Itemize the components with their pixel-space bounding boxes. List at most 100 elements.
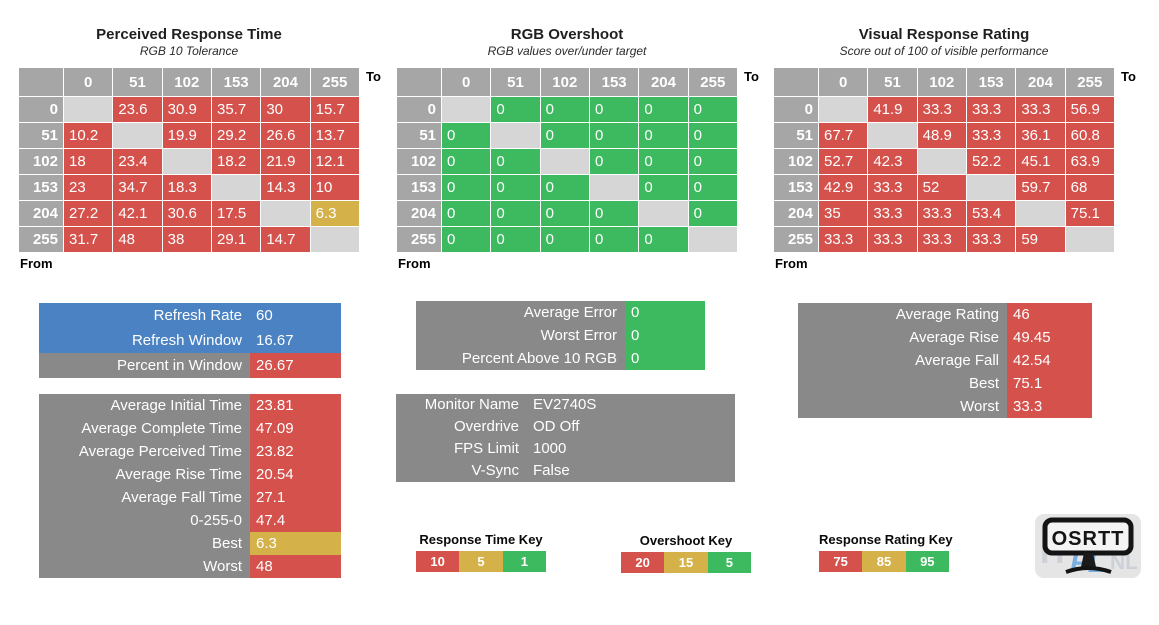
to-level-header: 255 <box>1065 68 1114 96</box>
stat-row: Average Complete Time 47.09 <box>39 417 341 440</box>
matrix-value-cell: 13.7 <box>310 123 359 148</box>
stat-value: 0 <box>625 324 705 347</box>
stat-value: 60 <box>250 303 341 328</box>
stat-label: Percent Above 10 RGB <box>416 347 625 370</box>
overshoot-key: Overshoot Key 20 15 5 <box>621 533 751 573</box>
matrix-diagonal-cell <box>442 97 491 122</box>
stat-label: Monitor Name <box>396 394 527 416</box>
stat-row: FPS Limit 1000 <box>396 438 735 460</box>
stat-row: Average Fall Time 27.1 <box>39 486 341 509</box>
matrix-value-cell: 0 <box>688 123 737 148</box>
matrix-value-cell: 35 <box>819 201 868 226</box>
stat-row: Monitor Name EV2740S <box>396 394 735 416</box>
stat-value: 48 <box>250 555 341 578</box>
key-segment: 5 <box>707 552 751 573</box>
key-segment: 5 <box>459 551 503 572</box>
from-axis-label: From <box>398 256 431 271</box>
stat-row: Percent Above 10 RGB 0 <box>416 347 705 370</box>
matrix-value-cell: 0 <box>589 227 639 252</box>
stat-label: Average Rise <box>798 326 1007 349</box>
key-title: Response Time Key <box>419 532 543 547</box>
matrix-value-cell: 10.2 <box>64 123 113 148</box>
from-level-header: 51 <box>397 123 441 148</box>
to-level-header: 204 <box>1016 68 1065 96</box>
to-level-header: 0 <box>819 68 868 96</box>
osrtt-logo-graphic: H FL NL OSRTT <box>1035 514 1141 579</box>
matrix-table-row: 0 51 102 153 204 255 0 0 0 0 0 0 51 0 0 0 0 0 102 0 0 0 0 0 153 0… <box>396 67 776 253</box>
matrix-value-cell: 0 <box>491 227 540 252</box>
stat-value: 1000 <box>527 438 735 460</box>
stat-label: Refresh Window <box>39 328 250 353</box>
stat-row: Average Rise 49.45 <box>798 326 1092 349</box>
matrix-value-cell: 12.1 <box>310 149 359 174</box>
matrix-corner-cell <box>19 68 63 96</box>
matrix-value-cell: 53.4 <box>966 201 1016 226</box>
stat-value: OD Off <box>527 416 735 438</box>
stat-value: 20.54 <box>250 463 341 486</box>
perceived-response-time-table: 0 51 102 153 204 255 0 23.6 30.9 35.7 30 15.7 51 10.2… <box>18 67 360 253</box>
stat-label: Worst <box>39 555 250 578</box>
key-segment: 85 <box>862 551 906 572</box>
stat-label: Average Fall <box>798 349 1007 372</box>
matrix-value-cell: 34.7 <box>113 175 162 200</box>
stat-label: Worst Error <box>416 324 625 347</box>
matrix-value-cell: 29.2 <box>211 123 261 148</box>
matrix-value-cell: 26.6 <box>261 123 310 148</box>
matrix-diagonal-cell <box>64 97 113 122</box>
to-level-header: 255 <box>310 68 359 96</box>
to-level-header: 153 <box>966 68 1016 96</box>
matrix-value-cell: 23.4 <box>113 149 162 174</box>
stat-row: Refresh Rate 60 <box>39 303 341 328</box>
matrix-title: RGB Overshoot <box>510 26 624 43</box>
stat-value: 0 <box>625 301 705 324</box>
matrix-value-cell: 36.1 <box>1016 123 1065 148</box>
stat-value: EV2740S <box>527 394 735 416</box>
matrix-value-cell: 59 <box>1016 227 1065 252</box>
matrix-diagonal-cell <box>1065 227 1114 252</box>
matrix-value-cell: 33.3 <box>966 227 1016 252</box>
matrix-value-cell: 6.3 <box>310 201 359 226</box>
matrix-value-cell: 42.1 <box>113 201 162 226</box>
matrix-diagonal-cell <box>261 201 310 226</box>
stat-row: Worst 48 <box>39 555 341 578</box>
matrix-title: Perceived Response Time <box>96 26 282 43</box>
stat-label: Refresh Rate <box>39 303 250 328</box>
from-level-header: 204 <box>19 201 63 226</box>
matrix-value-cell: 27.2 <box>64 201 113 226</box>
matrix-diagonal-cell <box>540 149 589 174</box>
key-segment: 95 <box>905 551 949 572</box>
to-axis-label: To <box>1121 69 1136 84</box>
key-segment: 15 <box>664 552 708 573</box>
stat-label: Average Rating <box>798 303 1007 326</box>
matrix-value-cell: 21.9 <box>261 149 310 174</box>
stat-label: FPS Limit <box>396 438 527 460</box>
from-level-header: 153 <box>19 175 63 200</box>
matrix-value-cell: 17.5 <box>211 201 261 226</box>
matrix-diagonal-cell <box>589 175 639 200</box>
matrix-value-cell: 0 <box>540 175 589 200</box>
matrix-value-cell: 19.9 <box>162 123 211 148</box>
matrix-value-cell: 33.3 <box>1016 97 1065 122</box>
stat-row: Average Perceived Time 23.82 <box>39 440 341 463</box>
matrix-value-cell: 14.3 <box>261 175 310 200</box>
matrix-value-cell: 30.9 <box>162 97 211 122</box>
monitor-base-icon <box>1065 566 1112 574</box>
matrix-value-cell: 0 <box>639 123 688 148</box>
stat-row: Best 6.3 <box>39 532 341 555</box>
stat-value: 27.1 <box>250 486 341 509</box>
matrix-value-cell: 0 <box>639 175 688 200</box>
matrix-value-cell: 52.7 <box>819 149 868 174</box>
stat-row: Worst 33.3 <box>798 395 1092 418</box>
stat-row: Refresh Window 16.67 <box>39 328 341 353</box>
stat-label: Worst <box>798 395 1007 418</box>
matrix-value-cell: 0 <box>491 175 540 200</box>
stat-label: 0-255-0 <box>39 509 250 532</box>
to-level-header: 102 <box>917 68 966 96</box>
matrix-value-cell: 33.3 <box>868 201 917 226</box>
stat-value: 33.3 <box>1007 395 1092 418</box>
matrix-value-cell: 0 <box>540 123 589 148</box>
to-level-header: 0 <box>64 68 113 96</box>
matrix-diagonal-cell <box>162 149 211 174</box>
matrix-value-cell: 0 <box>491 97 540 122</box>
